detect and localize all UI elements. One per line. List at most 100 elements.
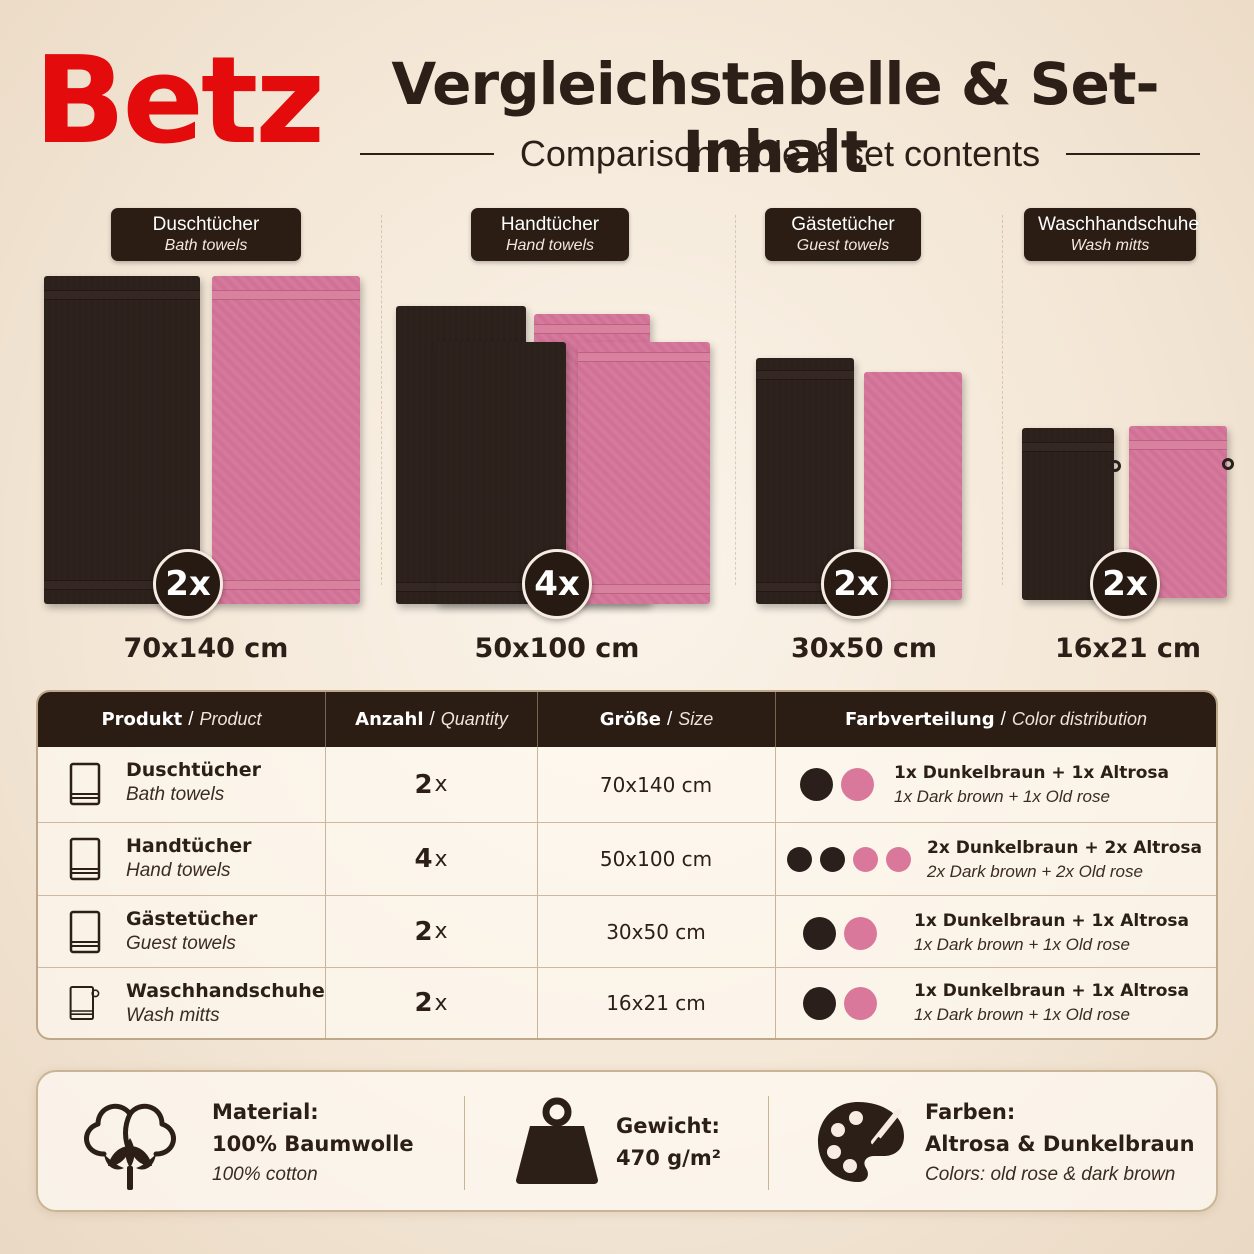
dot-dark-brown xyxy=(803,987,836,1020)
product-badge-en: Hand towels xyxy=(505,237,595,254)
row-distribution: 2x Dunkelbraun + 2x Altrosa 2x Dark brow… xyxy=(927,836,1202,884)
product-badge-en: Bath towels xyxy=(164,237,248,254)
dot-dark-brown xyxy=(803,917,836,950)
table-header-quantity: Anzahl / Quantity xyxy=(325,692,537,747)
towel-icon xyxy=(69,837,101,881)
color-dots xyxy=(787,847,911,872)
towel-icon xyxy=(69,762,101,806)
info-value: Altrosa & Dunkelbraun xyxy=(925,1132,1195,1156)
product-size: 30x50 cm xyxy=(790,633,938,664)
column-line xyxy=(537,747,538,1038)
row-quantity-unit: x xyxy=(434,846,448,872)
page-title: Vergleichstabelle & Set-Inhalt xyxy=(391,50,1159,186)
row-product-name: Waschhandschuhe Wash mitts xyxy=(126,979,325,1028)
dot-dark-brown xyxy=(787,847,812,872)
dot-dark-brown xyxy=(800,768,833,801)
header-de: Produkt xyxy=(101,709,183,730)
row-product-en: Hand towels xyxy=(126,860,231,881)
info-divider xyxy=(768,1096,769,1190)
dot-old-rose xyxy=(844,917,877,950)
column-divider xyxy=(735,215,736,585)
row-product-name: Handtücher Hand towels xyxy=(126,834,252,883)
header-en: Product xyxy=(199,709,262,729)
row-distribution-de: 1x Dunkelbraun + 1x Altrosa xyxy=(894,763,1170,783)
product-size: 70x140 cm xyxy=(123,633,289,664)
table-header-color-distribution: Farbverteilung / Color distribution xyxy=(775,692,1216,747)
row-distribution-de: 2x Dunkelbraun + 2x Altrosa xyxy=(927,838,1203,858)
dot-old-rose xyxy=(844,987,877,1020)
row-product-de: Waschhandschuhe xyxy=(126,980,325,1002)
row-quantity-value: 2 xyxy=(414,769,433,800)
row-distribution-en: 1x Dark brown + 1x Old rose xyxy=(914,935,1130,954)
bath-towel-rose xyxy=(212,276,360,604)
color-dots xyxy=(800,768,874,801)
bath-towel-brown xyxy=(44,276,200,604)
dot-old-rose xyxy=(886,847,911,872)
row-size: 50x100 cm xyxy=(599,847,713,871)
page-subtitle: Comparison table & set contents xyxy=(519,133,1041,174)
header-de: Farbverteilung xyxy=(845,709,995,730)
cotton-icon xyxy=(84,1103,176,1190)
palette-icon xyxy=(818,1102,904,1182)
row-size: 70x140 cm xyxy=(599,772,713,797)
info-value: 100% Baumwolle xyxy=(212,1132,414,1156)
column-divider xyxy=(381,215,382,585)
info-label: Gewicht: xyxy=(616,1114,720,1138)
header-separator: / xyxy=(429,708,435,730)
product-count-badge: 2x xyxy=(821,549,891,619)
dot-old-rose xyxy=(853,847,878,872)
product-bath-towels: Duschtücher Bath towels 2x 70x140 cm xyxy=(36,206,376,676)
column-line xyxy=(775,747,776,1038)
row-quantity-value: 4 xyxy=(414,844,433,874)
header-separator: / xyxy=(188,708,194,730)
row-distribution: 1x Dunkelbraun + 1x Altrosa 1x Dark brow… xyxy=(894,761,1169,809)
column-line xyxy=(325,747,326,1038)
color-dots xyxy=(803,987,877,1020)
header-separator: / xyxy=(1000,708,1006,730)
row-product-en: Guest towels xyxy=(126,933,236,954)
row-size: 30x50 cm xyxy=(606,919,706,944)
color-dots xyxy=(803,917,877,950)
header-en: Size xyxy=(678,709,714,729)
row-product-de: Duschtücher xyxy=(126,759,262,781)
row-quantity-value: 2 xyxy=(414,988,433,1018)
hand-towel-rose xyxy=(578,342,710,604)
info-box: Material: 100% Baumwolle 100% cotton Gew… xyxy=(36,1070,1218,1212)
subtitle-row: Comparison table & set contents xyxy=(360,132,1200,176)
row-distribution-de: 1x Dunkelbraun + 1x Altrosa xyxy=(914,911,1190,931)
dot-old-rose xyxy=(841,768,874,801)
product-count-badge: 2x xyxy=(153,549,223,619)
product-size: 50x100 cm xyxy=(474,633,640,664)
info-divider xyxy=(464,1096,465,1190)
row-quantity-unit: x xyxy=(434,919,448,944)
info-weight: Gewicht: 470 g/m² xyxy=(616,1110,721,1174)
product-wash-mitts: Waschhandschuhe Wash mitts 2x 16x21 cm xyxy=(1010,206,1246,676)
info-colors: Farben: Altrosa & Dunkelbraun Colors: ol… xyxy=(925,1096,1195,1190)
row-distribution-de: 1x Dunkelbraun + 1x Altrosa xyxy=(914,981,1190,1001)
header-en: Color distribution xyxy=(1011,709,1147,729)
product-badge-de: Waschhandschuhe xyxy=(1038,214,1199,235)
product-badge: Waschhandschuhe Wash mitts xyxy=(1024,208,1199,261)
product-badge-de: Duschtücher xyxy=(152,214,260,235)
header-en: Quantity xyxy=(440,709,508,729)
row-quantity-unit: x xyxy=(434,990,448,1016)
row-distribution: 1x Dunkelbraun + 1x Altrosa 1x Dark brow… xyxy=(914,979,1189,1027)
product-size: 16x21 cm xyxy=(1054,633,1202,664)
header-de: Anzahl xyxy=(355,709,424,730)
subtitle-rule-right xyxy=(1066,153,1200,155)
product-count-badge: 2x xyxy=(1090,549,1160,619)
row-product-name: Gästetücher Guest towels xyxy=(126,907,257,956)
product-badge: Gästetücher Guest towels xyxy=(765,208,921,261)
table-header-size: Größe / Size xyxy=(537,692,775,747)
row-product-name: Duschtücher Bath towels xyxy=(126,758,261,807)
row-product-de: Handtücher xyxy=(126,835,252,857)
subtitle-rule-left xyxy=(360,153,494,155)
row-product-de: Gästetücher xyxy=(126,908,258,930)
